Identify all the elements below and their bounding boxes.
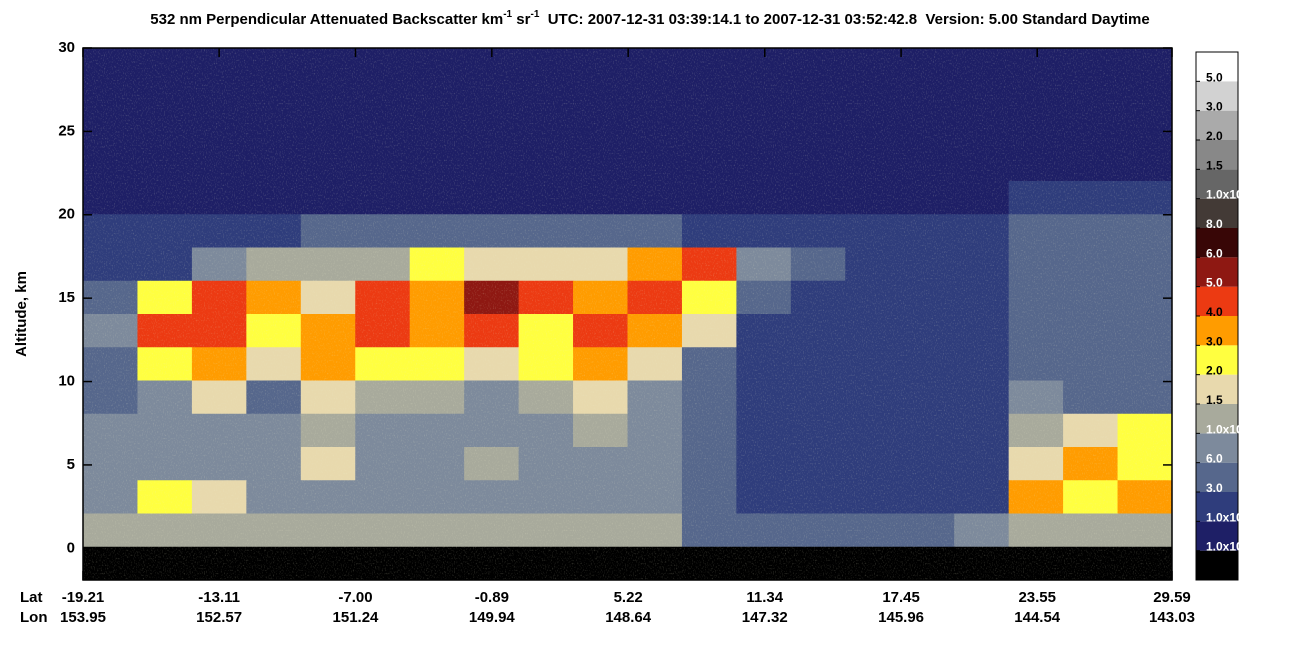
colorbar-label: 1.5	[1206, 159, 1223, 173]
colorbar-swatch	[1196, 374, 1238, 404]
colorbar-label: 3.0	[1206, 100, 1223, 114]
x2-tick-label: 143.03	[1149, 609, 1195, 626]
x-tick-label: 11.34	[746, 589, 783, 606]
colorbar-label-exponent: -2	[1243, 185, 1251, 195]
colorbar: 1.0x10-51.0x10-43.06.01.0x10-31.52.03.04…	[1195, 51, 1251, 581]
x2-axis-label: Lon	[20, 609, 48, 626]
x-tick-label: 5.22	[614, 589, 643, 606]
colorbar-swatch	[1196, 492, 1238, 522]
colorbar-label-text: 5.0	[1206, 276, 1223, 290]
colorbar-swatch	[1196, 81, 1238, 111]
x2-tick-label: 153.95	[60, 609, 106, 626]
title-text: UTC: 2007-12-31 03:39:14.1 to 2007-12-31…	[539, 11, 1149, 28]
colorbar-label-text: 1.0x10	[1206, 511, 1243, 525]
colorbar-label-text: 1.0x10	[1206, 188, 1243, 202]
colorbar-swatch	[1196, 433, 1238, 463]
x-tick-label: 17.45	[882, 589, 920, 606]
x2-tick-label: 151.24	[333, 609, 380, 626]
colorbar-swatch	[1196, 169, 1238, 199]
title-text: 532 nm Perpendicular Attenuated Backscat…	[150, 11, 503, 28]
x-axis-label: Lat	[20, 589, 43, 606]
colorbar-label: 2.0	[1206, 364, 1223, 378]
colorbar-label-exponent: -5	[1243, 537, 1251, 547]
colorbar-label-text: 6.0	[1206, 247, 1223, 261]
x-tick-label: 29.59	[1153, 589, 1191, 606]
colorbar-label-exponent: -3	[1243, 420, 1251, 430]
colorbar-swatch	[1196, 521, 1238, 551]
colorbar-label-text: 1.0x10	[1206, 423, 1243, 437]
colorbar-swatch	[1196, 404, 1238, 434]
x2-tick-label: 147.32	[742, 609, 788, 626]
colorbar-label: 6.0	[1206, 452, 1223, 466]
title-superscript: -1	[503, 9, 512, 20]
y-tick-label: 20	[58, 206, 75, 223]
colorbar-swatch	[1196, 52, 1238, 82]
colorbar-label: 3.0	[1206, 481, 1223, 495]
colorbar-label-text: 5.0	[1206, 71, 1223, 85]
x2-tick-label: 149.94	[469, 609, 516, 626]
colorbar-label: 1.0x10-2	[1206, 185, 1251, 202]
colorbar-label-text: 2.0	[1206, 129, 1223, 143]
colorbar-label: 1.0x10-4	[1206, 508, 1251, 525]
colorbar-label-text: 3.0	[1206, 335, 1223, 349]
y-tick-label: 30	[58, 39, 75, 56]
colorbar-label: 5.0	[1206, 71, 1223, 85]
colorbar-swatch	[1196, 462, 1238, 492]
colorbar-label-text: 1.5	[1206, 159, 1223, 173]
colorbar-label: 8.0	[1206, 217, 1223, 231]
colorbar-label: 4.0	[1206, 305, 1223, 319]
colorbar-swatch	[1196, 110, 1238, 140]
colorbar-label: 2.0	[1206, 129, 1223, 143]
colorbar-label-text: 1.0x10	[1206, 540, 1243, 554]
chart-title: 532 nm Perpendicular Attenuated Backscat…	[150, 9, 1149, 28]
speckle-texture	[83, 48, 1172, 580]
colorbar-swatch	[1196, 550, 1238, 580]
colorbar-label-text: 3.0	[1206, 100, 1223, 114]
colorbar-label-text: 8.0	[1206, 217, 1223, 231]
x-tick-label: -7.00	[338, 589, 372, 606]
x2-tick-label: 152.57	[196, 609, 242, 626]
colorbar-label-text: 3.0	[1206, 481, 1223, 495]
colorbar-label: 1.0x10-3	[1206, 420, 1251, 437]
colorbar-swatch	[1196, 257, 1238, 287]
colorbar-label: 1.5	[1206, 393, 1223, 407]
x-tick-label: -19.21	[62, 589, 105, 606]
x2-tick-label: 144.54	[1014, 609, 1061, 626]
y-tick-label: 15	[58, 289, 75, 306]
x-tick-label: -13.11	[198, 589, 240, 606]
x2-tick-label: 145.96	[878, 609, 924, 626]
colorbar-swatch	[1196, 228, 1238, 258]
x2-tick-label: 148.64	[605, 609, 652, 626]
colorbar-label-text: 1.5	[1206, 393, 1223, 407]
colorbar-label: 1.0x10-5	[1206, 537, 1251, 554]
colorbar-label-text: 6.0	[1206, 452, 1223, 466]
y-tick-label: 10	[58, 373, 75, 390]
title-superscript: -1	[530, 9, 539, 20]
y-tick-label: 25	[58, 122, 75, 139]
colorbar-label: 6.0	[1206, 247, 1223, 261]
colorbar-swatch	[1196, 316, 1238, 346]
colorbar-label-text: 2.0	[1206, 364, 1223, 378]
y-tick-label: 5	[67, 456, 75, 473]
x-tick-label: 23.55	[1018, 589, 1056, 606]
colorbar-label-text: 4.0	[1206, 305, 1223, 319]
colorbar-swatch	[1196, 140, 1238, 170]
y-tick-label: 0	[67, 539, 75, 556]
colorbar-swatch	[1196, 286, 1238, 316]
x-tick-label: -0.89	[475, 589, 509, 606]
colorbar-swatch	[1196, 198, 1238, 228]
colorbar-swatch	[1196, 345, 1238, 375]
title-text: sr	[512, 11, 531, 28]
colorbar-label: 3.0	[1206, 335, 1223, 349]
colorbar-label-exponent: -4	[1243, 508, 1251, 518]
colorbar-label: 5.0	[1206, 276, 1223, 290]
y-axis-label: Altitude, km	[13, 271, 30, 357]
